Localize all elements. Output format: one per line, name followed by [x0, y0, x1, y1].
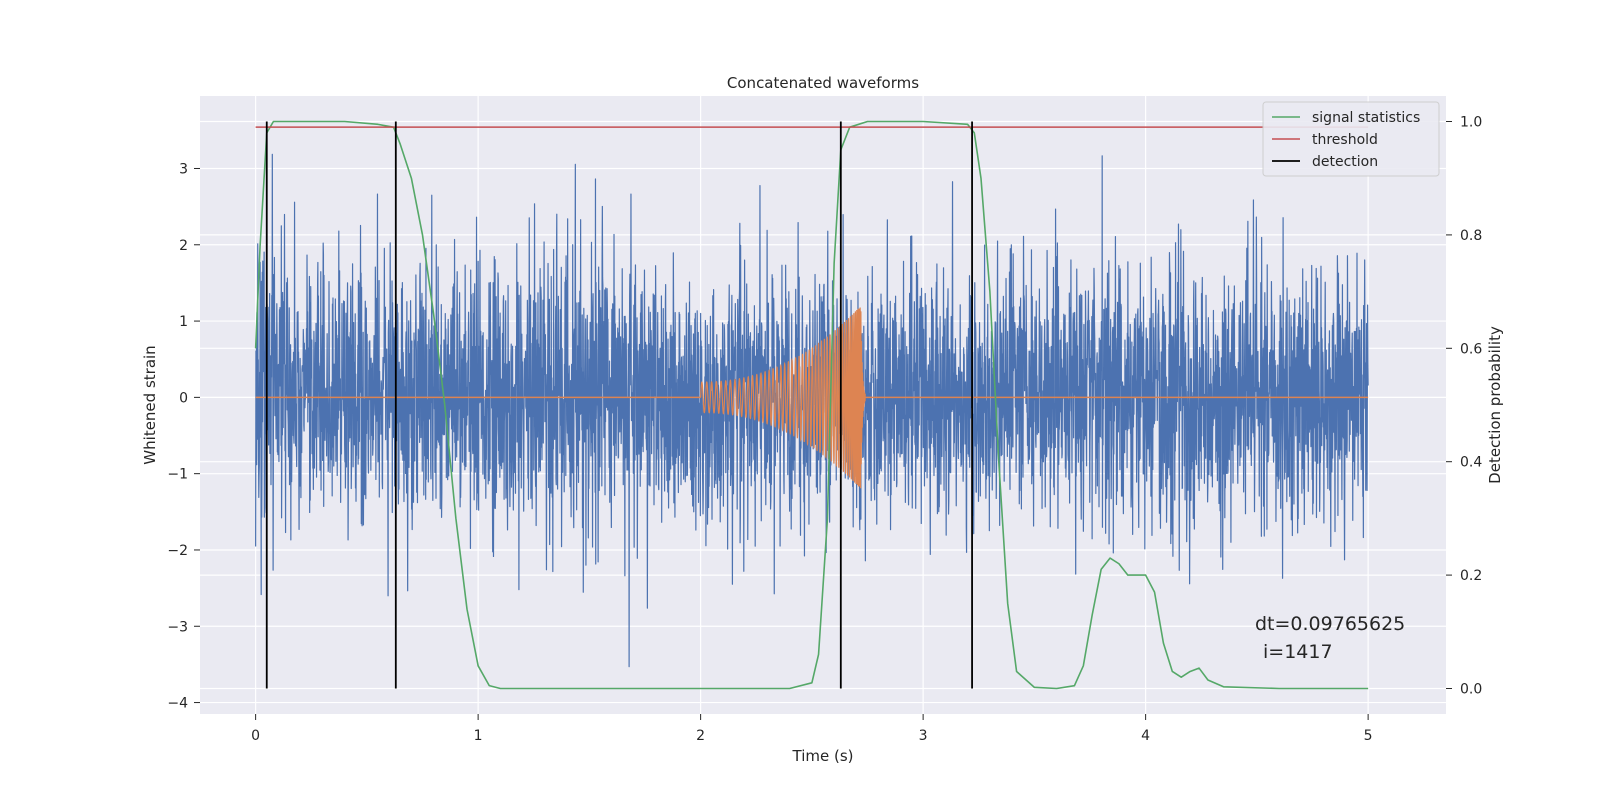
y-axis-label: Whitened strain	[141, 345, 159, 464]
legend-label-threshold: threshold	[1312, 132, 1378, 148]
legend-box	[1262, 101, 1440, 177]
y-tick-label: −3	[167, 619, 188, 635]
signal-statistics-series	[254, 120, 1369, 690]
detection-series	[265, 121, 973, 689]
x-tick-label: 0	[251, 728, 260, 744]
chart-title: Concatenated waveforms	[727, 74, 919, 92]
legend-label-detection: detection	[1312, 154, 1378, 170]
legend-label-signal-statistics: signal statistics	[1312, 110, 1420, 126]
x-tick-label: 4	[1141, 728, 1150, 744]
x-axis-label: Time (s)	[792, 747, 854, 765]
y-tick-label: −1	[167, 467, 188, 483]
x-tick-label: 2	[696, 728, 705, 744]
y2-tick-label: 0.6	[1460, 341, 1482, 357]
injection-series	[255, 307, 1369, 489]
x-tick-label: 5	[1364, 728, 1373, 744]
y-tick-label: −4	[167, 696, 188, 712]
y2-tick-label: 1.0	[1460, 115, 1482, 131]
legend: signal statistics threshold detection	[1262, 101, 1440, 177]
signal-statistics-line	[254, 120, 1369, 690]
x-tick-label: 3	[919, 728, 928, 744]
y-tick-label: −2	[167, 543, 188, 559]
y-tick-label: 3	[179, 161, 188, 177]
y2-tick-label: 0.0	[1460, 681, 1482, 697]
y-tick-label: 0	[179, 390, 188, 406]
annotation-index: i=1417	[1263, 641, 1333, 663]
strain-line	[255, 153, 1369, 668]
strain-series	[255, 153, 1369, 668]
annotation-dt: dt=0.09765625	[1255, 613, 1405, 635]
x-tick-label: 1	[474, 728, 483, 744]
axis-ticks: 0 1 2 3 4 5 −4 −3 −2 −1 0 1 2 3 0.0 0.2 0.4 0.6 0.8 1.0	[167, 115, 1482, 744]
y-tick-label: 2	[179, 238, 188, 254]
injection-line	[700, 307, 866, 489]
y2-tick-label: 0.4	[1460, 455, 1482, 471]
y-tick-label: 1	[179, 314, 188, 330]
y2-tick-label: 0.2	[1460, 568, 1482, 584]
y2-axis-label: Detection probability	[1486, 326, 1504, 484]
y2-tick-label: 0.8	[1460, 228, 1482, 244]
